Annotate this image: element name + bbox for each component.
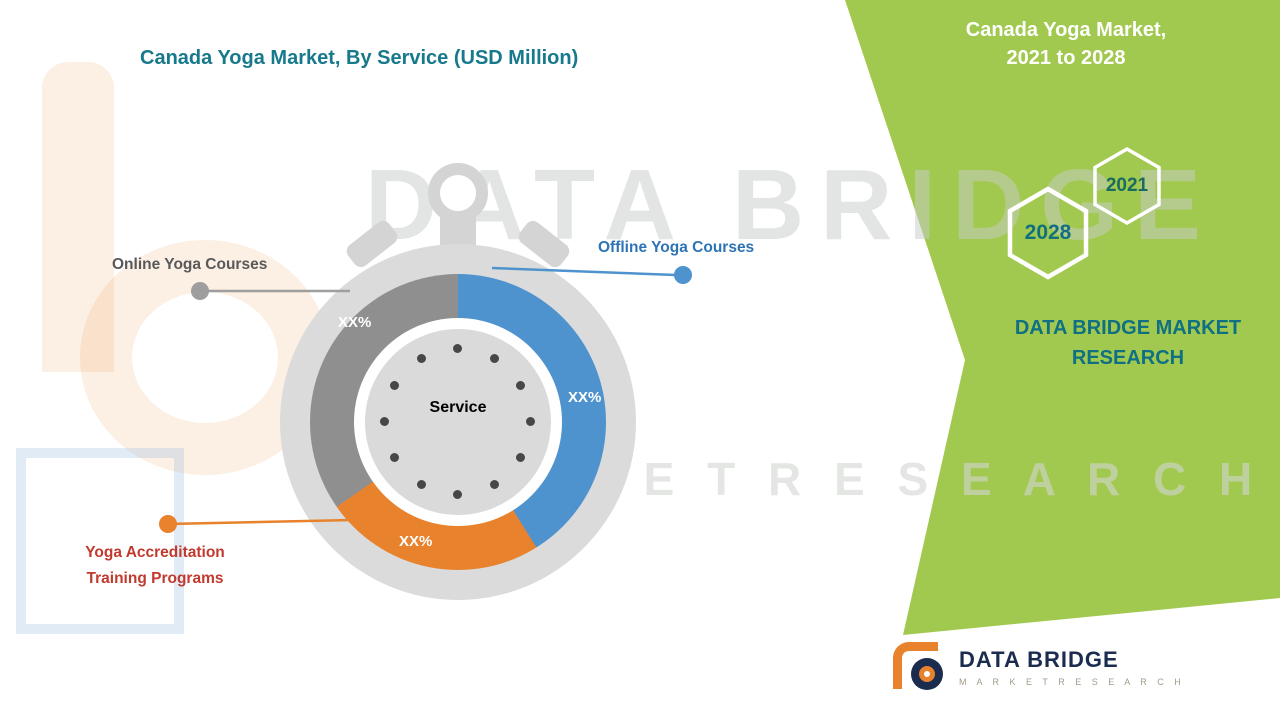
stopwatch-crown-neck <box>440 212 476 246</box>
callout-marker-offline <box>674 266 692 284</box>
panel-heading-line1: Canada Yoga Market, <box>965 19 1167 41</box>
donut-center-label: Service <box>429 399 487 416</box>
data-bridge-logo-icon <box>893 638 949 696</box>
panel-brand-line2: RESEARCH <box>1071 347 1185 369</box>
data-bridge-logo-text: DATA BRIDGE M A R K E T R E S E A R C H <box>959 638 1185 696</box>
panel-brand-text: DATA BRIDGE MARKET RESEARCH <box>1000 313 1256 373</box>
pct-label-accreditation: XX% <box>399 533 433 550</box>
background-watermark-brand: DATA BRIDGE <box>365 149 1217 261</box>
ring-dot <box>380 417 389 426</box>
ring-dot <box>417 480 426 489</box>
ring-dot <box>516 381 525 390</box>
ring-dot <box>490 354 499 363</box>
pct-label-online: XX% <box>338 314 372 331</box>
panel-heading: Canada Yoga Market, 2021 to 2028 <box>950 16 1182 72</box>
ring-dot <box>453 344 462 353</box>
ring-dot <box>453 490 462 499</box>
pct-label-offline: XX% <box>568 389 602 406</box>
left-logo-watermark-square <box>16 448 184 634</box>
ring-dot <box>390 381 399 390</box>
logo-ring-shape <box>919 666 935 682</box>
hexagon-2028-label: 2028 <box>1024 221 1072 244</box>
legend-offline-yoga-courses: Offline Yoga Courses <box>598 239 755 256</box>
donut-inner-disc <box>365 329 551 515</box>
logo-brand-name: DATA BRIDGE <box>959 647 1119 672</box>
ring-dot <box>417 354 426 363</box>
legend-online-yoga-courses: Online Yoga Courses <box>112 256 268 273</box>
logo-brand-subtitle: M A R K E T R E S E A R C H <box>959 677 1185 687</box>
legend-yoga-accreditation-line1: Yoga Accreditation <box>85 544 225 561</box>
chart-title: Canada Yoga Market, By Service (USD Mill… <box>140 47 579 69</box>
ring-dot <box>490 480 499 489</box>
data-bridge-logo: DATA BRIDGE M A R K E T R E S E A R C H <box>893 638 1185 696</box>
ring-dot <box>526 417 535 426</box>
panel-brand-line1: DATA BRIDGE MARKET <box>1014 317 1242 339</box>
panel-heading-line2: 2021 to 2028 <box>1006 47 1126 69</box>
logo-bracket-shape <box>893 642 938 689</box>
legend-yoga-accreditation-line2: Training Programs <box>86 570 224 587</box>
ring-dot <box>390 453 399 462</box>
hexagon-2021-label: 2021 <box>1105 175 1149 196</box>
ring-dot <box>516 453 525 462</box>
legend-yoga-accreditation: Yoga Accreditation Training Programs <box>60 540 250 592</box>
